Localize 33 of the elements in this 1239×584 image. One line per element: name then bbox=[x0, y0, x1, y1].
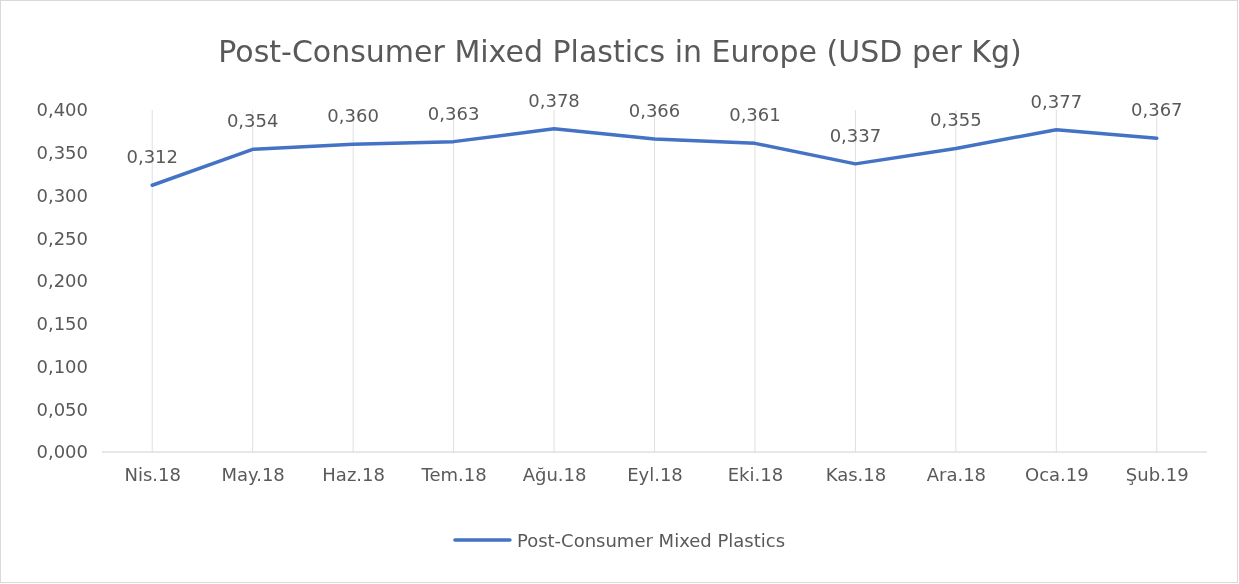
y-tick-label: 0,400 bbox=[36, 99, 88, 121]
data-label: 0,312 bbox=[126, 146, 178, 168]
x-tick-label: Oca.19 bbox=[1024, 463, 1089, 485]
y-tick-label: 0,350 bbox=[36, 142, 88, 164]
x-tick-label: May.18 bbox=[221, 463, 285, 485]
chart-title: Post-Consumer Mixed Plastics in Europe (USD per Kg) bbox=[218, 34, 1022, 69]
x-tick-label: Kas.18 bbox=[825, 463, 887, 485]
data-label: 0,354 bbox=[226, 110, 279, 132]
y-tick-label: 0,250 bbox=[36, 227, 88, 249]
x-tick-label: Ara.18 bbox=[926, 463, 987, 485]
y-tick-label: 0,000 bbox=[36, 441, 88, 463]
x-tick-label: Ağu.18 bbox=[522, 463, 587, 485]
x-tick-label: Nis.18 bbox=[124, 463, 181, 485]
data-label: 0,361 bbox=[729, 104, 781, 126]
y-tick-label: 0,300 bbox=[36, 184, 88, 206]
data-label: 0,355 bbox=[930, 109, 982, 131]
data-label: 0,377 bbox=[1030, 90, 1083, 112]
x-tick-label: Tem.18 bbox=[420, 463, 487, 485]
y-tick-label: 0,050 bbox=[36, 398, 88, 420]
x-tick-label: Eyl.18 bbox=[627, 463, 683, 485]
data-label: 0,378 bbox=[528, 89, 580, 111]
x-tick-label: Eki.18 bbox=[727, 463, 784, 485]
x-tick-label: Haz.18 bbox=[322, 463, 385, 485]
data-label: 0,360 bbox=[327, 105, 379, 127]
legend-label: Post-Consumer Mixed Plastics bbox=[516, 530, 786, 551]
x-tick-label: Şub.19 bbox=[1125, 463, 1189, 485]
y-tick-label: 0,200 bbox=[36, 270, 88, 292]
data-label: 0,363 bbox=[427, 102, 480, 124]
data-label: 0,367 bbox=[1131, 99, 1183, 121]
data-label: 0,366 bbox=[628, 100, 681, 122]
data-label: 0,337 bbox=[829, 124, 882, 146]
y-tick-label: 0,100 bbox=[36, 355, 88, 377]
y-tick-label: 0,150 bbox=[36, 313, 88, 335]
